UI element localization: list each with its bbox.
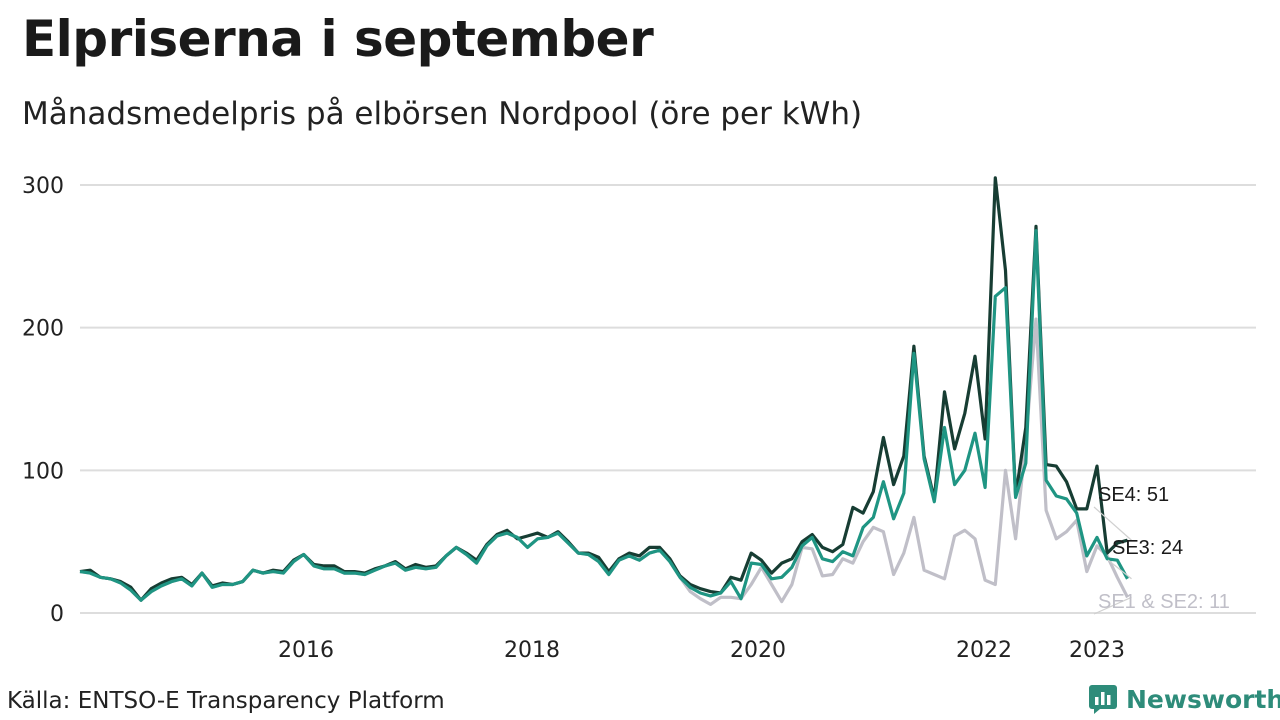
end-labels: SE1 & SE2: 11 SE4: 51 SE3: 24 [1093, 484, 1230, 615]
end-label-se1-se2: SE1 & SE2: 11 [1098, 591, 1230, 613]
y-tick-label-300: 300 [22, 174, 64, 199]
source-note: Källa: ENTSO-E Transparency Platform [7, 688, 445, 714]
chart-title: Elpriserna i september [22, 10, 654, 68]
end-label-se4: SE4: 51 [1098, 484, 1169, 506]
series-line-se1-se2 [79, 317, 1129, 606]
series-line-se3 [79, 229, 1129, 602]
label-leader-se1-se2 [1093, 596, 1132, 615]
y-axis-ticks: 0 100 200 300 [22, 174, 64, 627]
line-chart: 0 100 200 300 2016 2018 2020 2022 2023 SE1 & SE… [22, 174, 1256, 663]
y-tick-label-200: 200 [22, 317, 64, 342]
y-tick-label-100: 100 [22, 459, 64, 484]
x-tick-label-2023: 2023 [1069, 638, 1125, 663]
x-tick-label-2020: 2020 [730, 638, 786, 663]
y-tick-label-0: 0 [50, 602, 64, 627]
series-lines [79, 176, 1129, 606]
gridlines [80, 184, 1256, 614]
label-leader-se3 [1107, 559, 1132, 580]
x-tick-label-2018: 2018 [504, 638, 560, 663]
x-tick-label-2022: 2022 [956, 638, 1012, 663]
label-leader-se4 [1093, 506, 1132, 541]
chart-subtitle: Månadsmedelpris på elbörsen Nordpool (ör… [22, 96, 863, 132]
brand-name: Newsworthy [1126, 684, 1280, 714]
end-label-se3: SE3: 24 [1112, 537, 1183, 559]
x-tick-label-2016: 2016 [278, 638, 334, 663]
bar-chart-logo-icon [1089, 685, 1117, 714]
brand-logo[interactable]: Newsworthy [1088, 684, 1280, 714]
x-axis-ticks: 2016 2018 2020 2022 2023 [278, 638, 1125, 663]
